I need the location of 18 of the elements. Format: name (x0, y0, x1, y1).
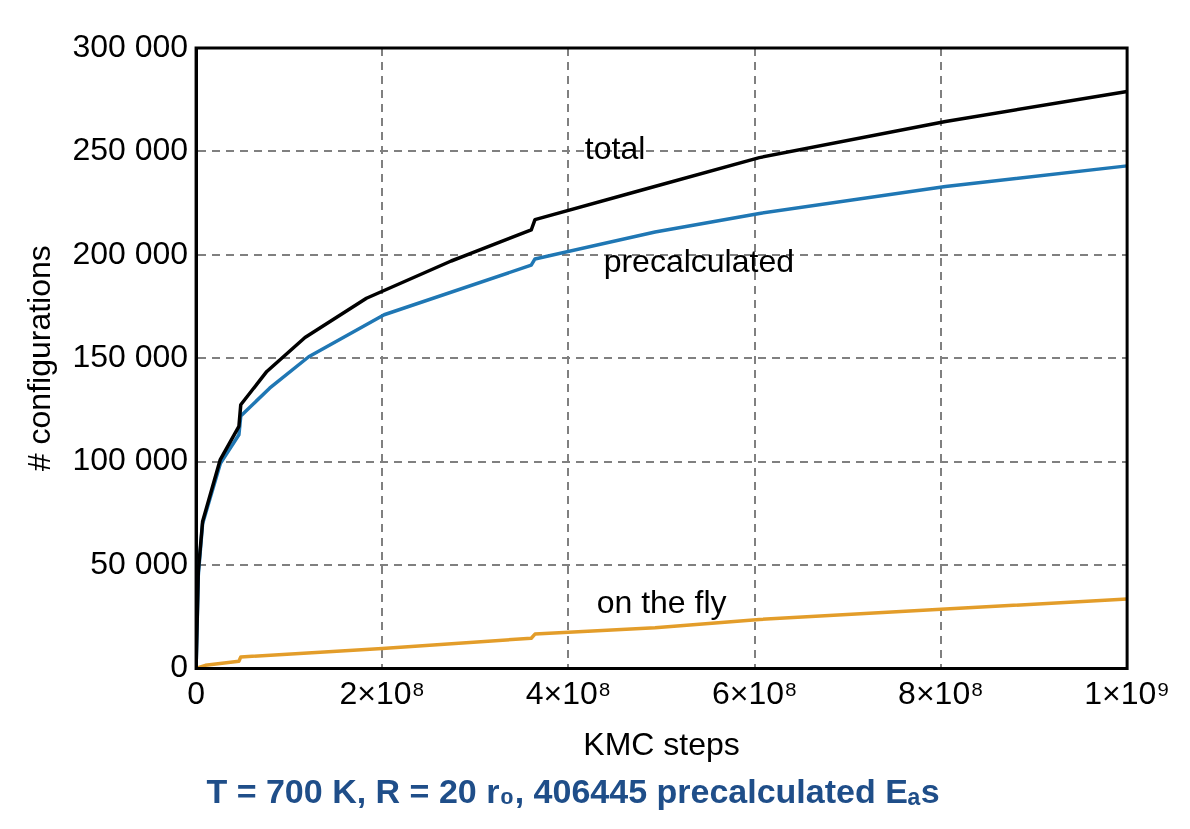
x-tick-label: 8×10⁸ (898, 675, 984, 712)
y-tick-label: 250 000 (72, 131, 189, 168)
x-tick-label: 4×10⁸ (525, 675, 612, 712)
series-label: precalculated (603, 243, 794, 280)
x-tick-label: 6×10⁸ (711, 675, 798, 712)
y-tick-label: 50 000 (90, 544, 189, 581)
x-axis-title: KMC steps (583, 725, 740, 762)
y-tick-label: 0 (170, 648, 189, 685)
x-tick-label: 2×10⁸ (339, 675, 426, 712)
text: T = 700 K, R = 20 r₀, 406445 precalculated Eₐs (206, 771, 940, 810)
series-label: on the fly (596, 584, 727, 621)
x-tick-label: 1×10⁹ (1084, 675, 1170, 712)
series-label: total (584, 130, 646, 167)
y-tick-label: 150 000 (72, 338, 189, 375)
y-tick-label: 300 000 (72, 27, 189, 64)
y-axis-title: # configurations (21, 245, 58, 472)
y-tick-label: 200 000 (72, 234, 189, 271)
y-tick-label: 100 000 (72, 441, 189, 478)
